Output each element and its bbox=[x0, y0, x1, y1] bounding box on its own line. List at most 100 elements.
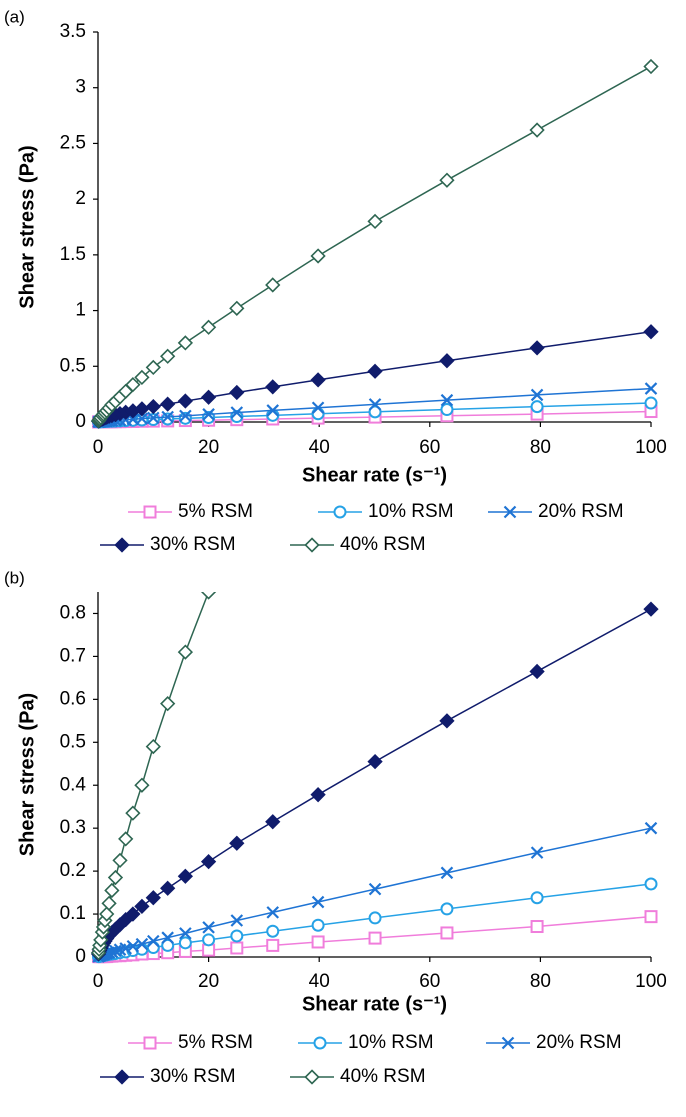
marker bbox=[147, 411, 160, 425]
marker bbox=[229, 835, 245, 851]
marker bbox=[367, 363, 383, 379]
marker bbox=[101, 895, 117, 911]
marker bbox=[440, 926, 454, 940]
marker bbox=[134, 898, 150, 914]
marker bbox=[177, 335, 194, 351]
marker bbox=[200, 592, 217, 600]
marker bbox=[644, 396, 658, 410]
legend-item: 10% RSM bbox=[318, 501, 454, 522]
marker bbox=[310, 248, 326, 264]
legend-label: 5% RSM bbox=[178, 1032, 253, 1053]
legend-marker bbox=[501, 1036, 515, 1050]
marker bbox=[229, 384, 245, 401]
y-tick-label: 3 bbox=[75, 77, 86, 98]
series-line bbox=[97, 608, 652, 955]
x-tick-label: 20 bbox=[198, 971, 219, 992]
y-tick-label: 1 bbox=[75, 300, 86, 321]
marker bbox=[265, 277, 281, 293]
y-tick-label: 0.3 bbox=[60, 817, 86, 838]
marker bbox=[529, 663, 545, 680]
legend-label: 20% RSM bbox=[536, 1032, 622, 1053]
legend-item: 10% RSM bbox=[298, 1032, 434, 1053]
marker bbox=[311, 407, 325, 421]
marker bbox=[312, 311, 325, 324]
y-tick-label: 0.8 bbox=[60, 602, 86, 623]
x-tick-label: 40 bbox=[309, 971, 330, 992]
marker bbox=[230, 941, 244, 955]
marker bbox=[118, 831, 134, 847]
marker bbox=[125, 906, 141, 922]
x-tick-label: 80 bbox=[530, 437, 551, 458]
marker bbox=[145, 359, 161, 376]
legend-label: 30% RSM bbox=[150, 1066, 236, 1087]
marker bbox=[643, 58, 659, 75]
marker bbox=[367, 753, 383, 770]
marker bbox=[125, 377, 141, 393]
legend-label: 10% RSM bbox=[368, 501, 454, 522]
marker bbox=[440, 393, 454, 407]
legend-item: 40% RSM bbox=[290, 1066, 426, 1087]
y-axis-title: Shear stress (Pa) bbox=[16, 145, 38, 308]
marker bbox=[161, 938, 175, 952]
x-tick-label: 20 bbox=[198, 437, 219, 458]
marker bbox=[440, 403, 454, 417]
marker bbox=[202, 921, 215, 934]
marker bbox=[160, 396, 176, 412]
legend-marker bbox=[114, 1069, 130, 1085]
y-tick-label: 2 bbox=[75, 188, 86, 209]
y-tick-label: 1.5 bbox=[60, 244, 86, 265]
marker bbox=[107, 869, 124, 886]
legend-item: 5% RSM bbox=[128, 501, 253, 522]
legend-item: 20% RSM bbox=[486, 1032, 622, 1053]
y-tick-label: 0 bbox=[75, 946, 86, 967]
marker bbox=[119, 942, 132, 955]
x-axis-title: Shear rate (s⁻¹) bbox=[302, 993, 447, 1015]
marker bbox=[230, 914, 244, 927]
marker bbox=[368, 931, 382, 945]
marker bbox=[530, 920, 544, 934]
plot-area bbox=[90, 58, 659, 429]
y-tick-label: 0.4 bbox=[60, 774, 87, 795]
legend-marker bbox=[313, 1036, 327, 1050]
marker bbox=[177, 393, 194, 409]
marker bbox=[145, 738, 161, 755]
marker bbox=[161, 410, 174, 424]
x-tick-label: 40 bbox=[309, 437, 330, 458]
marker bbox=[179, 927, 192, 940]
legend-marker bbox=[503, 505, 517, 519]
y-axis-title: Shear stress (Pa) bbox=[16, 693, 38, 856]
legend-marker bbox=[143, 505, 157, 519]
legend-item: 40% RSM bbox=[290, 534, 426, 555]
marker bbox=[202, 408, 215, 421]
marker bbox=[200, 389, 217, 405]
y-tick-label: 2.5 bbox=[60, 132, 86, 153]
marker bbox=[368, 911, 382, 925]
marker bbox=[266, 938, 280, 952]
legend-item: 30% RSM bbox=[100, 534, 236, 555]
plot-area bbox=[90, 178, 659, 964]
marker bbox=[146, 413, 160, 427]
marker bbox=[160, 348, 176, 364]
y-tick-label: 0.2 bbox=[60, 860, 86, 881]
marker bbox=[161, 412, 175, 426]
legend-marker bbox=[333, 505, 347, 519]
marker bbox=[126, 939, 140, 953]
marker bbox=[266, 924, 280, 938]
legend-marker bbox=[114, 537, 130, 553]
panel: (b)00.10.20.30.40.50.60.70.80 20 40 60 80 100… bbox=[4, 178, 667, 1087]
marker bbox=[369, 178, 382, 191]
legend-label: 30% RSM bbox=[150, 534, 236, 555]
marker bbox=[125, 805, 141, 821]
marker bbox=[644, 821, 658, 835]
marker bbox=[311, 918, 325, 932]
y-tick-label: 0 bbox=[75, 411, 86, 432]
x-tick-label: 80 bbox=[530, 971, 551, 992]
marker bbox=[644, 910, 658, 924]
marker bbox=[112, 852, 128, 869]
legend-label: 20% RSM bbox=[538, 501, 624, 522]
marker bbox=[200, 319, 217, 335]
y-tick-label: 0.1 bbox=[60, 903, 86, 924]
marker bbox=[440, 866, 454, 880]
marker bbox=[177, 868, 194, 884]
